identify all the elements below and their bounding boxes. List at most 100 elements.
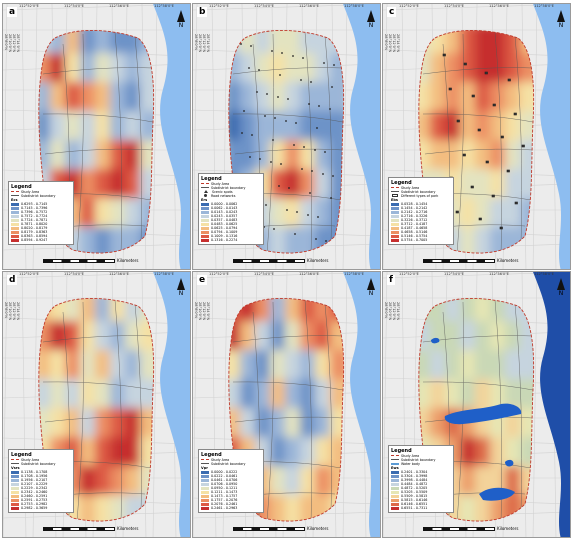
- legend-swatch: [391, 206, 399, 210]
- surface-cell: [300, 379, 319, 412]
- legend-item: Study Area: [11, 190, 71, 194]
- park-markers: [442, 53, 525, 230]
- legend-class: 0.5815 - 0.6146: [391, 498, 451, 502]
- scenic-spot-marker: [309, 192, 311, 194]
- surface-cell: [270, 350, 289, 383]
- legend-title: Legend: [11, 183, 32, 190]
- surface-cell: [330, 169, 344, 202]
- scenic-spot-marker: [310, 81, 312, 83]
- legend-item: Subdistrict boundary: [11, 194, 71, 198]
- surface-cell: [285, 379, 304, 412]
- study-area-boundary: [38, 30, 155, 254]
- longitude-tick-label: 112°58'0"E: [534, 4, 554, 8]
- legend-class-label: 0.2753 - 0.2982: [21, 502, 48, 506]
- legend-class-label: 0.4484 - 0.4872: [401, 482, 428, 486]
- surface-cell: [330, 82, 344, 115]
- legend-class: 0.0461 - 0.0706: [201, 478, 261, 482]
- scenic-spot-marker: [285, 120, 287, 122]
- river-water-body: [153, 4, 190, 269]
- legend-class: 0.0483 - 0.0625: [201, 222, 261, 226]
- surface-cell: [65, 30, 84, 57]
- north-arrow-icon: N: [556, 10, 566, 29]
- legend-class-label: 0.7396 - 0.7572: [21, 210, 48, 214]
- surface-cell: [285, 169, 304, 202]
- legend-class-label: 0.0143 - 0.0243: [211, 210, 238, 214]
- surface-cell: [315, 82, 334, 115]
- panel-letter: d: [7, 275, 18, 285]
- map-panel-a: 112°52'0"E 112°54'0"E 112°56'0"E 112°58'0"E…: [2, 3, 191, 270]
- legend-swatch: [391, 234, 399, 238]
- legend-class-label: 0.0706 - 0.0950: [211, 482, 238, 486]
- surface-cell: [460, 495, 479, 522]
- surface-cell: [445, 298, 464, 325]
- latitude-tick-label: 28°10'0"N: [8, 34, 12, 53]
- surface-cell: [330, 350, 344, 383]
- legend-variable: Ews: [391, 465, 399, 470]
- surface-cell: [475, 111, 494, 144]
- legend-class: 0.4658 - 0.5146: [391, 230, 451, 234]
- map-legend: Legend Study Area Subdistrict boundary Ecs 0…: [8, 180, 74, 245]
- surface-cell: [285, 227, 304, 254]
- river-water-body: [533, 4, 570, 269]
- legend-class: 0.2982 - 0.3659: [11, 506, 71, 510]
- legend-item-label: Different types of park: [401, 193, 439, 198]
- surface-cell: [65, 53, 84, 86]
- scenic-spot-marker: [259, 158, 261, 160]
- surface-cell: [95, 408, 114, 441]
- surface-cell: [520, 495, 534, 522]
- surface-cell: [460, 466, 479, 499]
- surface-cell: [140, 111, 154, 144]
- legend-class: 0.6293 - 0.7145: [11, 202, 71, 206]
- interpolated-surface: [418, 30, 534, 254]
- surface-cell: [445, 111, 464, 144]
- park-icon: [392, 194, 398, 197]
- longitude-tick-label: 112°52'0"E: [19, 272, 39, 276]
- legend-swatch: [11, 506, 19, 510]
- legend-swatch: [201, 230, 209, 234]
- latitude-tick-label: 28°10'0"N: [198, 34, 202, 53]
- scenic-spot-marker: [273, 228, 275, 230]
- scale-unit: Kilometers: [497, 526, 519, 531]
- longitude-tick-label: 112°56'0"E: [489, 4, 509, 8]
- legend-item-label: Subdistrict boundary: [401, 457, 436, 462]
- scenic-spot-marker: [278, 185, 280, 187]
- surface-cell: [65, 111, 84, 144]
- surface-cell: [300, 227, 319, 254]
- surface-cell: [315, 321, 334, 354]
- legend-class-label: 0.0357 - 0.0483: [211, 218, 238, 222]
- legend-class: 0.4872 - 0.5205: [391, 486, 451, 490]
- surface-cell: [255, 30, 274, 57]
- legend-swatch: [201, 214, 209, 218]
- legend-class-label: 0.1009 - 0.1316: [211, 234, 238, 238]
- scenic-spot-marker: [292, 55, 294, 57]
- legend-class: 0.6551 - 0.7311: [391, 506, 451, 510]
- surface-cell: [240, 408, 259, 441]
- scenic-spot-marker: [271, 50, 273, 52]
- surface-cell: [475, 350, 494, 383]
- legend-class-label: 0.5146 - 0.5754: [401, 234, 428, 238]
- surface-cell: [50, 140, 69, 173]
- map-panel-b: 112°52'0"E 112°54'0"E 112°56'0"E 112°58'0"E…: [192, 3, 381, 270]
- surface-cell: [80, 495, 99, 522]
- park-marker: [499, 226, 503, 230]
- scenic-spot-marker: [315, 238, 317, 240]
- surface-cell: [490, 227, 509, 254]
- legend-class: 0.0062 - 0.0143: [201, 206, 261, 210]
- legend-variable: Ers: [201, 197, 208, 202]
- legend-class: 0.1009 - 0.1316: [201, 234, 261, 238]
- legend-item-label: Study Area: [21, 189, 40, 194]
- legend-item-label: Study Area: [21, 457, 40, 462]
- scenic-spot-marker: [332, 175, 334, 177]
- legend-class: 0.1757 - 0.2076: [201, 498, 261, 502]
- legend-title: Legend: [201, 175, 222, 182]
- latitude-tick-label: 28°10'0"N: [388, 34, 392, 53]
- park-marker: [485, 160, 489, 164]
- legend-class-label: 0.0243 - 0.0357: [211, 214, 238, 218]
- legend-item-label: Study Area: [211, 457, 230, 462]
- scale-bar: Kilometers: [233, 259, 328, 263]
- map-legend: Legend Study Area Subdistrict boundary Vsrs…: [8, 448, 74, 513]
- latitude-ticks-left: 28°14'0"N 28°12'0"N 28°10'0"N 28°8'0"N: [384, 302, 400, 507]
- surface-cell: [315, 140, 334, 173]
- surface-cell: [475, 227, 494, 254]
- legend-item-label: Study Area: [211, 181, 230, 186]
